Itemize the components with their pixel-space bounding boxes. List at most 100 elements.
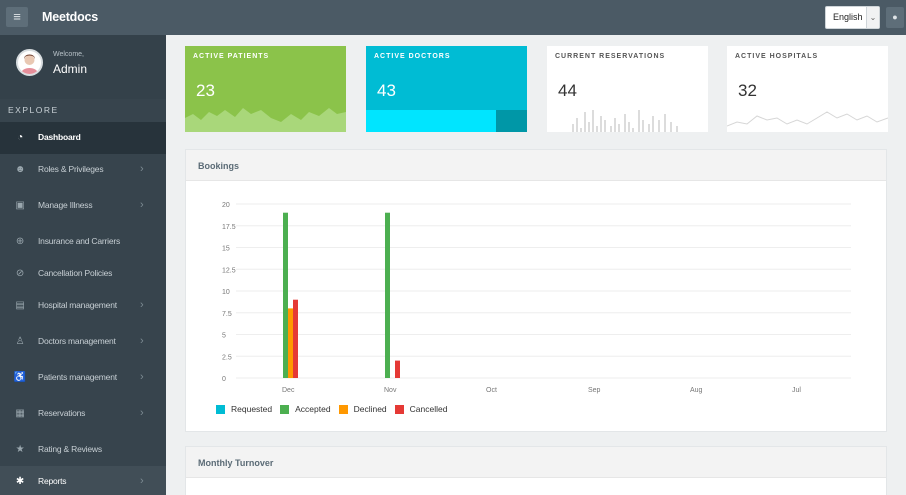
stat-card-active-hospitals[interactable]: ACTIVE HOSPITALS 32	[727, 46, 888, 132]
sidebar-item-label: Insurance and Carriers	[38, 236, 121, 246]
sidebar-item-roles-privileges[interactable]: ☻ Roles & Privileges ›	[0, 154, 166, 186]
star-icon: ★	[15, 443, 25, 455]
sidebar-item-label: Patients management	[38, 372, 117, 382]
bar-cancelled-dec[interactable]	[293, 299, 298, 378]
legend-swatch	[394, 404, 404, 414]
panel-header: Monthly Turnover	[186, 447, 886, 478]
section-heading: EXPLORE	[8, 105, 59, 115]
bookings-chart: 20 17.5 15 12.5 10 7.5 5 2.5 0 Dec Nov Oct Sep Aug Jul	[222, 202, 851, 394]
sidebar-item-patients-management[interactable]: ♿ Patients management ›	[0, 362, 166, 394]
y-tick-label: 20	[222, 202, 230, 209]
sidebar-item-label: Cancellation Policies	[38, 268, 113, 278]
bar-accepted-nov[interactable]	[385, 212, 390, 378]
legend-swatch	[338, 404, 348, 414]
sparkline-line	[727, 111, 888, 127]
y-tick-label: 2.5	[222, 354, 232, 361]
panel-title: Bookings	[198, 161, 240, 171]
sidebar-item-label: Reports	[38, 476, 67, 486]
stat-value: 44	[558, 81, 577, 100]
briefcase-icon: ▣	[15, 199, 25, 211]
profile-block: Welcome, Admin	[0, 35, 166, 99]
bar-declined-dec[interactable]	[288, 308, 293, 378]
sidebar-item-doctors-management[interactable]: ♙ Doctors management ›	[0, 326, 166, 358]
chevron-right-icon: ›	[140, 407, 144, 419]
y-tick-label: 0	[222, 376, 226, 383]
sidebar-item-dashboard[interactable]: ◔ Dashboard	[0, 122, 166, 154]
progress-bar	[366, 110, 527, 132]
top-bar: ≡ Meetdocs English ⌄ ●	[0, 0, 906, 35]
legend-item[interactable]: Cancelled	[394, 404, 448, 414]
chevron-right-icon: ›	[140, 475, 144, 487]
user-icon[interactable]: ●	[886, 7, 904, 28]
sidebar-item-label: Hospital management	[38, 300, 117, 310]
stat-value: 43	[377, 81, 396, 100]
chevron-right-icon: ›	[140, 371, 144, 383]
wheelchair-icon: ♿	[13, 371, 27, 383]
y-tick-label: 17.5	[222, 224, 236, 231]
sidebar-item-label: Reservations	[38, 408, 86, 418]
sidebar-item-insurance-and-carriers[interactable]: ⊕ Insurance and Carriers	[0, 226, 166, 258]
user-name: Admin	[53, 62, 88, 76]
hamburger-icon[interactable]: ≡	[6, 7, 28, 27]
stat-title: ACTIVE PATIENTS	[193, 53, 270, 60]
stat-value: 23	[196, 81, 215, 100]
panel-title: Monthly Turnover	[198, 458, 274, 468]
sparkline-area	[185, 108, 346, 132]
legend-label: Cancelled	[409, 404, 448, 414]
language-select[interactable]: English ⌄	[825, 6, 880, 29]
x-tick-label: Dec	[282, 387, 295, 394]
sidebar-item-label: Rating & Reviews	[38, 444, 102, 454]
stat-card-current-reservations[interactable]: CURRENT RESERVATIONS 44	[547, 46, 708, 132]
chevron-down-icon[interactable]: ⌄	[866, 7, 879, 28]
lifebuoy-icon: ⊕	[15, 235, 25, 247]
calendar-icon: ▦	[15, 407, 25, 419]
sidebar-item-reservations[interactable]: ▦ Reservations ›	[0, 398, 166, 430]
chart-legend: Requested Accepted Declined Cancelled	[216, 404, 447, 414]
x-tick-label: Jul	[792, 387, 801, 394]
y-tick-label: 15	[222, 246, 230, 253]
bar-accepted-dec[interactable]	[283, 212, 288, 378]
asterisk-icon: ✱	[15, 475, 25, 487]
dashboard-icon: ◔	[17, 131, 23, 143]
ban-icon: ⊘	[15, 267, 25, 279]
chevron-right-icon: ›	[140, 163, 144, 175]
legend-label: Requested	[231, 404, 273, 414]
sidebar-item-label: Manage Illness	[38, 200, 93, 210]
sparkline-bars	[572, 110, 678, 132]
y-tick-label: 7.5	[222, 311, 232, 318]
chevron-right-icon: ›	[140, 199, 144, 211]
bar-cancelled-nov[interactable]	[395, 360, 400, 378]
sidebar-item-rating-reviews[interactable]: ★ Rating & Reviews	[0, 434, 166, 466]
legend-item[interactable]: Declined	[338, 404, 387, 414]
legend-item[interactable]: Requested	[216, 404, 272, 414]
legend-item[interactable]: Accepted	[280, 404, 331, 414]
stat-card-active-doctors[interactable]: ACTIVE DOCTORS 43	[366, 46, 527, 132]
sidebar-item-manage-illness[interactable]: ▣ Manage Illness ›	[0, 190, 166, 222]
doctor-icon: ♙	[15, 335, 25, 347]
sidebar-item-label: Dashboard	[38, 132, 81, 142]
hospital-icon: ▤	[15, 299, 25, 311]
stat-title: ACTIVE HOSPITALS	[735, 53, 819, 60]
stat-card-active-patients[interactable]: ACTIVE PATIENTS 23	[185, 46, 346, 132]
legend-label: Declined	[353, 404, 387, 414]
legend-swatch	[216, 404, 225, 414]
panel-header: Bookings	[186, 150, 886, 181]
chevron-right-icon: ›	[140, 299, 144, 311]
x-tick-label: Aug	[690, 387, 703, 394]
users-icon: ☻	[14, 163, 26, 175]
x-tick-label: Nov	[384, 387, 397, 394]
language-value: English	[833, 12, 863, 22]
sidebar: Welcome, Admin EXPLORE ◔ Dashboard ☻ Roles …	[0, 35, 166, 495]
progress-fill	[366, 110, 497, 132]
sidebar-item-cancellation-policies[interactable]: ⊘ Cancellation Policies	[0, 258, 166, 290]
sidebar-item-hospital-management[interactable]: ▤ Hospital management ›	[0, 290, 166, 322]
chevron-right-icon: ›	[140, 335, 144, 347]
sidebar-item-label: Doctors management	[38, 336, 116, 346]
bookings-panel: Bookings 20 17.5 15 12.5 10 7.5 5 2.5 0 Dec Nov Oct…	[185, 149, 887, 432]
monthly-turnover-panel: Monthly Turnover	[185, 446, 887, 495]
stat-title: ACTIVE DOCTORS	[374, 53, 451, 60]
sidebar-item-reports[interactable]: ✱ Reports ›	[0, 466, 166, 495]
y-tick-label: 10	[222, 289, 230, 296]
stat-value: 32	[738, 81, 757, 100]
avatar[interactable]	[16, 49, 43, 76]
